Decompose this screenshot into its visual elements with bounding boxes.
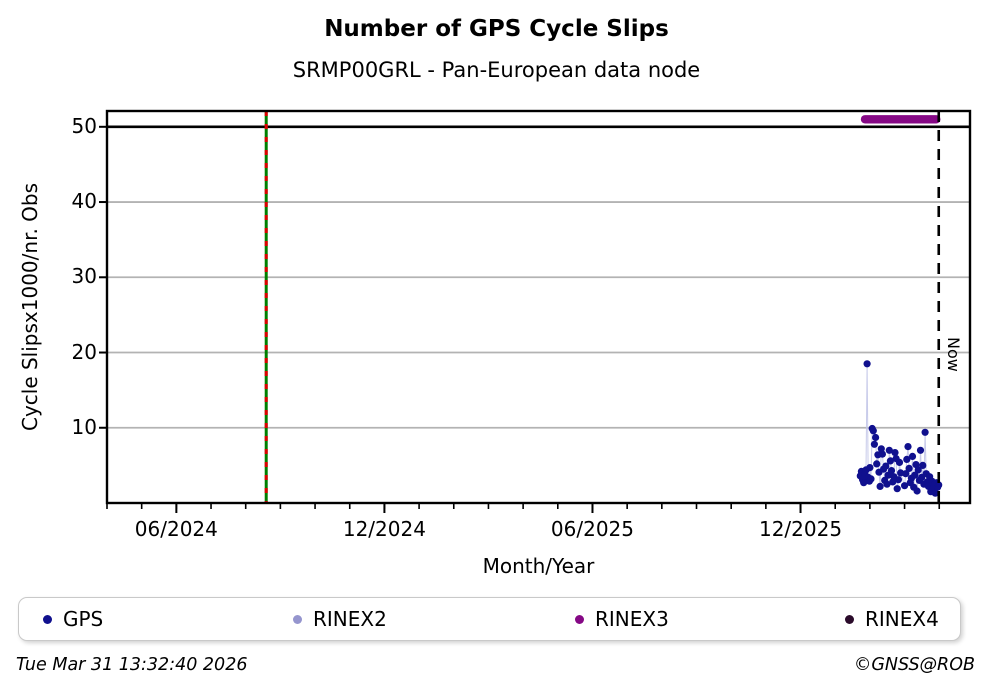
gps-point [885,446,893,454]
y-tick-label: 10 [71,414,97,439]
legend-item-rinex4: RINEX4 [845,598,939,640]
legend-label-rinex2: RINEX2 [313,607,387,631]
plot-border [105,109,972,505]
gps-point [882,462,890,470]
legend-item-rinex3: RINEX3 [575,598,669,640]
gps-point [908,452,917,460]
y-tick-label: 20 [71,339,97,364]
legend-item-gps: GPS [43,598,103,640]
gps-point [860,479,868,487]
gps-point [935,481,943,489]
legend-label-rinex3: RINEX3 [595,607,669,631]
gps-point [872,433,880,442]
rinex3-segment [860,115,941,124]
gps-point [873,460,881,468]
gps-point [893,485,901,493]
legend-label-gps: GPS [63,607,104,631]
x-tick-label: 12/2024 [342,517,426,541]
x-tick-label: 12/2025 [758,517,843,541]
y-axis-label: Cycle Slipsx1000/nr. Obs [18,182,42,432]
gps-point [903,455,911,463]
credit-text: ©GNSS@ROB [853,655,975,675]
gps-point [867,475,875,483]
gps-point [904,443,912,451]
gps-point [913,487,921,495]
plot-timestamp: Tue Mar 31 13:32:40 2026 [16,655,248,675]
gps-point [869,427,877,435]
now-line-label: Now [944,337,963,372]
gps-point [886,457,895,465]
legend-label-rinex4: RINEX4 [865,607,939,631]
gps-point [891,449,899,457]
gps-point [887,467,896,475]
gps-point [911,471,919,479]
gps-point [919,461,927,469]
y-tick-label: 30 [71,264,97,289]
gps-point [876,482,884,490]
rinex2-marker-icon [293,614,302,624]
gps-point [914,466,922,474]
gps-marker-icon [43,614,52,624]
y-tick-label: 50 [71,113,97,138]
gps-point [921,428,929,436]
gps-point [866,464,874,472]
gps-point [863,360,871,368]
chart-title: Number of GPS Cycle Slips [324,16,669,42]
gps-point [902,470,910,478]
x-tick-label: 06/2024 [134,517,218,541]
gps-point [894,476,903,484]
y-tick-label: 40 [71,189,97,214]
rinex4-marker-icon [845,614,854,624]
gps-point [878,450,887,458]
gps-point [916,446,925,454]
rinex3-marker-icon [575,614,584,624]
x-axis-label: Month/Year [482,554,595,578]
legend: GPS RINEX2 RINEX3 RINEX4 [18,597,961,641]
gps-point [931,489,939,497]
gps-point [883,480,891,488]
x-tick-label: 06/2025 [550,517,635,541]
gps-point [901,482,909,490]
chart-subtitle: SRMP00GRL - Pan-European data node [292,58,701,82]
legend-item-rinex2: RINEX2 [293,598,387,640]
gps-point [870,440,879,448]
gps-point [905,464,913,472]
gps-point [895,458,904,466]
